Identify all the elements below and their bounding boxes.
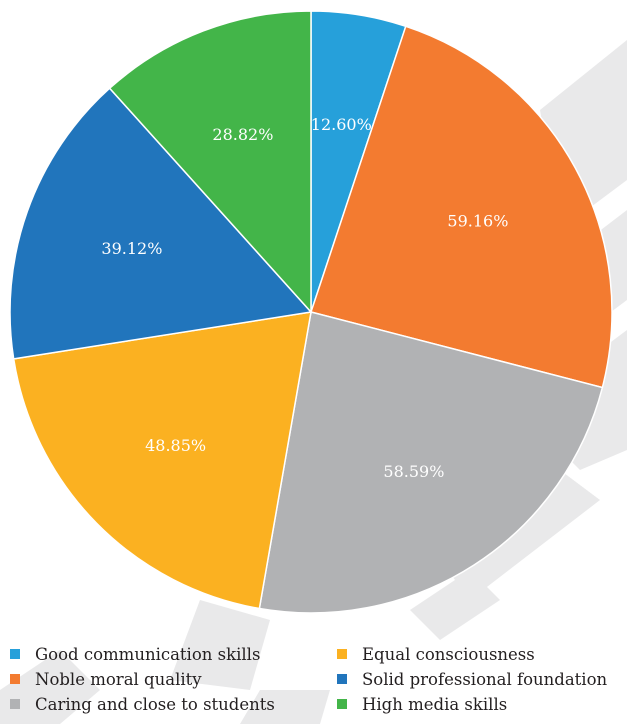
- legend-swatch: [10, 699, 20, 709]
- chart-legend: Good communication skills Equal conscious…: [10, 643, 625, 715]
- legend-item: Good communication skills: [10, 643, 337, 665]
- legend-swatch: [337, 699, 347, 709]
- legend-label: Noble moral quality: [35, 669, 202, 689]
- legend-item: High media skills: [337, 693, 625, 715]
- slice-data-label: 48.85%: [145, 436, 206, 455]
- legend-swatch: [337, 674, 347, 684]
- pie-slice: [310, 25, 613, 389]
- pie-slice: [9, 87, 313, 360]
- legend-label: High media skills: [362, 694, 508, 714]
- slice-data-label: 58.59%: [383, 462, 444, 481]
- pie-slices: [9, 10, 613, 614]
- legend-label: Equal consciousness: [362, 644, 535, 664]
- slice-data-label: 12.60%: [311, 115, 372, 134]
- legend-label: Good communication skills: [35, 644, 261, 664]
- pie-slice: [12, 311, 312, 610]
- legend-item: Caring and close to students: [10, 693, 337, 715]
- legend-label: Solid professional foundation: [362, 669, 608, 689]
- pie-slice-labels: 12.60% 59.16% 58.59% 48.85% 39.12% 28.82%: [101, 115, 508, 481]
- legend-swatch: [337, 649, 347, 659]
- legend-item: Solid professional foundation: [337, 668, 625, 690]
- legend-label: Caring and close to students: [35, 694, 275, 714]
- legend-item: Noble moral quality: [10, 668, 337, 690]
- legend-swatch: [10, 674, 20, 684]
- legend-swatch: [10, 649, 20, 659]
- pie-slice: [258, 311, 604, 614]
- slice-data-label: 59.16%: [447, 212, 508, 231]
- pie-slice: [108, 10, 312, 314]
- legend-item: Equal consciousness: [337, 643, 625, 665]
- slice-data-label: 39.12%: [101, 239, 162, 258]
- slice-data-label: 28.82%: [212, 125, 273, 144]
